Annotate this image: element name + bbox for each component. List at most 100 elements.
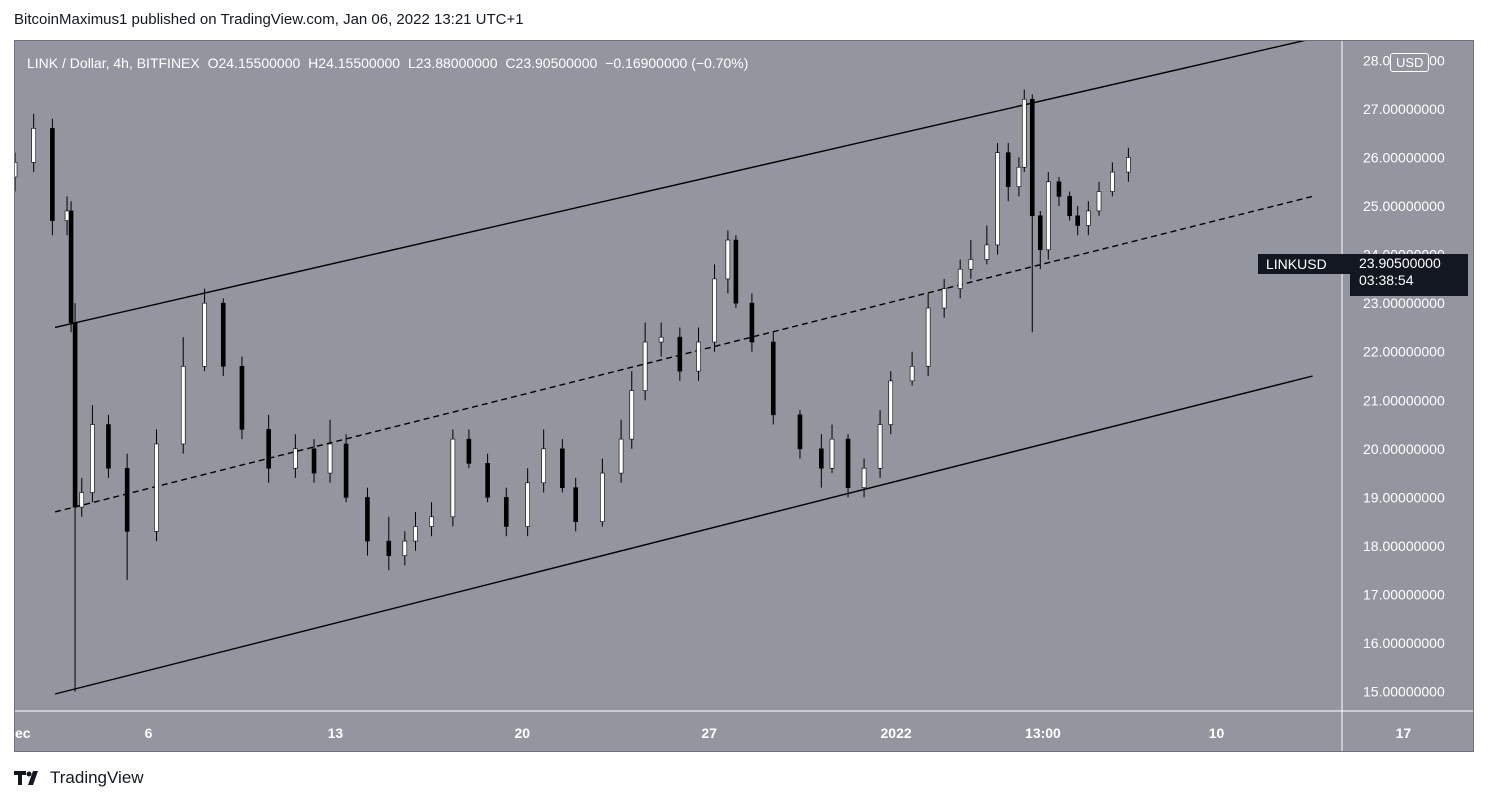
high-value: 24.15500000 bbox=[318, 55, 401, 71]
candle bbox=[327, 419, 333, 483]
candle-body bbox=[402, 540, 408, 556]
last-price-value: 23.90500000 bbox=[1359, 255, 1441, 271]
candle bbox=[79, 477, 85, 517]
candle bbox=[658, 322, 664, 357]
candle-body bbox=[343, 443, 349, 498]
candle-body bbox=[429, 516, 434, 527]
candle-body bbox=[877, 424, 883, 469]
candle-body bbox=[450, 438, 456, 518]
chart-panel[interactable]: 15.00000000 16.00000000 17.00000000 18.0000… bbox=[14, 40, 1474, 752]
candle-body bbox=[733, 239, 739, 304]
footer-brand: TradingView bbox=[14, 768, 144, 788]
candle-body bbox=[64, 210, 70, 221]
candle-body bbox=[31, 128, 36, 163]
candle bbox=[68, 201, 74, 333]
candle-body bbox=[503, 497, 509, 527]
candle bbox=[1126, 147, 1131, 182]
candle-body bbox=[797, 414, 803, 450]
candlestick-chart[interactable]: 15.00000000 16.00000000 17.00000000 18.0000… bbox=[15, 41, 1473, 751]
candle bbox=[311, 439, 317, 483]
candle bbox=[712, 264, 717, 352]
candle bbox=[888, 371, 894, 435]
candle-body bbox=[696, 341, 701, 372]
candle bbox=[877, 409, 883, 478]
x-tick-label: ec bbox=[15, 725, 31, 741]
candle bbox=[725, 230, 731, 294]
candle-body bbox=[1126, 157, 1131, 173]
candle-body bbox=[725, 239, 731, 280]
candle-body bbox=[266, 429, 271, 469]
candle bbox=[386, 516, 392, 571]
y-tick-label: 16.00000000 bbox=[1363, 635, 1445, 651]
candle bbox=[770, 332, 776, 425]
candle bbox=[402, 531, 408, 566]
candle bbox=[266, 414, 271, 483]
candle-body bbox=[642, 341, 648, 391]
candle bbox=[15, 152, 18, 192]
candle bbox=[618, 419, 624, 483]
x-tick-label: 13 bbox=[328, 725, 344, 741]
candle-body bbox=[1021, 98, 1027, 168]
candle-body bbox=[712, 278, 717, 343]
channel-middle-line bbox=[54, 195, 1313, 513]
candle bbox=[541, 429, 546, 493]
candle-body bbox=[968, 259, 974, 270]
candle bbox=[696, 327, 701, 381]
low-value: 23.88000000 bbox=[415, 55, 498, 71]
candle-body bbox=[1029, 98, 1035, 217]
candle bbox=[829, 424, 835, 474]
candle-body bbox=[79, 492, 85, 508]
currency-unit-button[interactable]: USD bbox=[1390, 53, 1430, 72]
high-label: H bbox=[308, 55, 319, 71]
candle-body bbox=[829, 438, 835, 469]
candle bbox=[861, 458, 867, 498]
candle-body bbox=[154, 443, 159, 532]
candle bbox=[429, 502, 434, 537]
close-label: C bbox=[505, 55, 516, 71]
candle bbox=[64, 196, 70, 236]
candle-body bbox=[220, 302, 226, 367]
candle bbox=[154, 429, 159, 542]
candle-body bbox=[15, 162, 18, 178]
y-tick-label: 27.00000000 bbox=[1363, 101, 1445, 117]
candle bbox=[50, 118, 55, 236]
candle-body bbox=[1110, 171, 1115, 192]
candle-body bbox=[1037, 215, 1043, 251]
candle-body bbox=[90, 424, 95, 493]
candle-body bbox=[68, 210, 74, 323]
candle bbox=[845, 434, 851, 498]
y-tick-label: 17.00000000 bbox=[1363, 586, 1445, 602]
candle bbox=[466, 429, 472, 469]
candle bbox=[525, 468, 530, 537]
x-tick-label: 20 bbox=[515, 725, 531, 741]
candle-body bbox=[861, 467, 867, 488]
candle bbox=[31, 113, 36, 173]
candle-body bbox=[560, 448, 565, 488]
change-value: −0.16900000 (−0.70%) bbox=[605, 55, 749, 71]
x-tick-label: 27 bbox=[701, 725, 717, 741]
candle-body bbox=[1086, 210, 1091, 226]
candle bbox=[239, 356, 245, 440]
candle bbox=[1056, 176, 1062, 207]
x-tick-label: 10 bbox=[1209, 725, 1225, 741]
candle-body bbox=[984, 244, 990, 260]
candle-body bbox=[618, 438, 624, 474]
candle bbox=[1005, 142, 1011, 202]
bar-countdown: 03:38:54 bbox=[1359, 272, 1414, 288]
y-tick-label: 21.00000000 bbox=[1363, 392, 1445, 408]
candle-body bbox=[386, 540, 392, 556]
candle bbox=[995, 142, 1000, 255]
candle-body bbox=[72, 322, 78, 508]
open-label: O bbox=[207, 55, 219, 71]
candle bbox=[797, 409, 803, 459]
channel-upper-line bbox=[54, 41, 1306, 329]
y-tick-label: 23.00000000 bbox=[1363, 295, 1445, 311]
candle bbox=[1021, 89, 1027, 173]
candle-body bbox=[1005, 152, 1011, 187]
candle bbox=[220, 298, 226, 376]
candle bbox=[968, 240, 974, 279]
candle-body bbox=[466, 438, 472, 464]
candle-body bbox=[180, 365, 186, 445]
candle bbox=[600, 458, 605, 527]
candle bbox=[733, 235, 739, 309]
